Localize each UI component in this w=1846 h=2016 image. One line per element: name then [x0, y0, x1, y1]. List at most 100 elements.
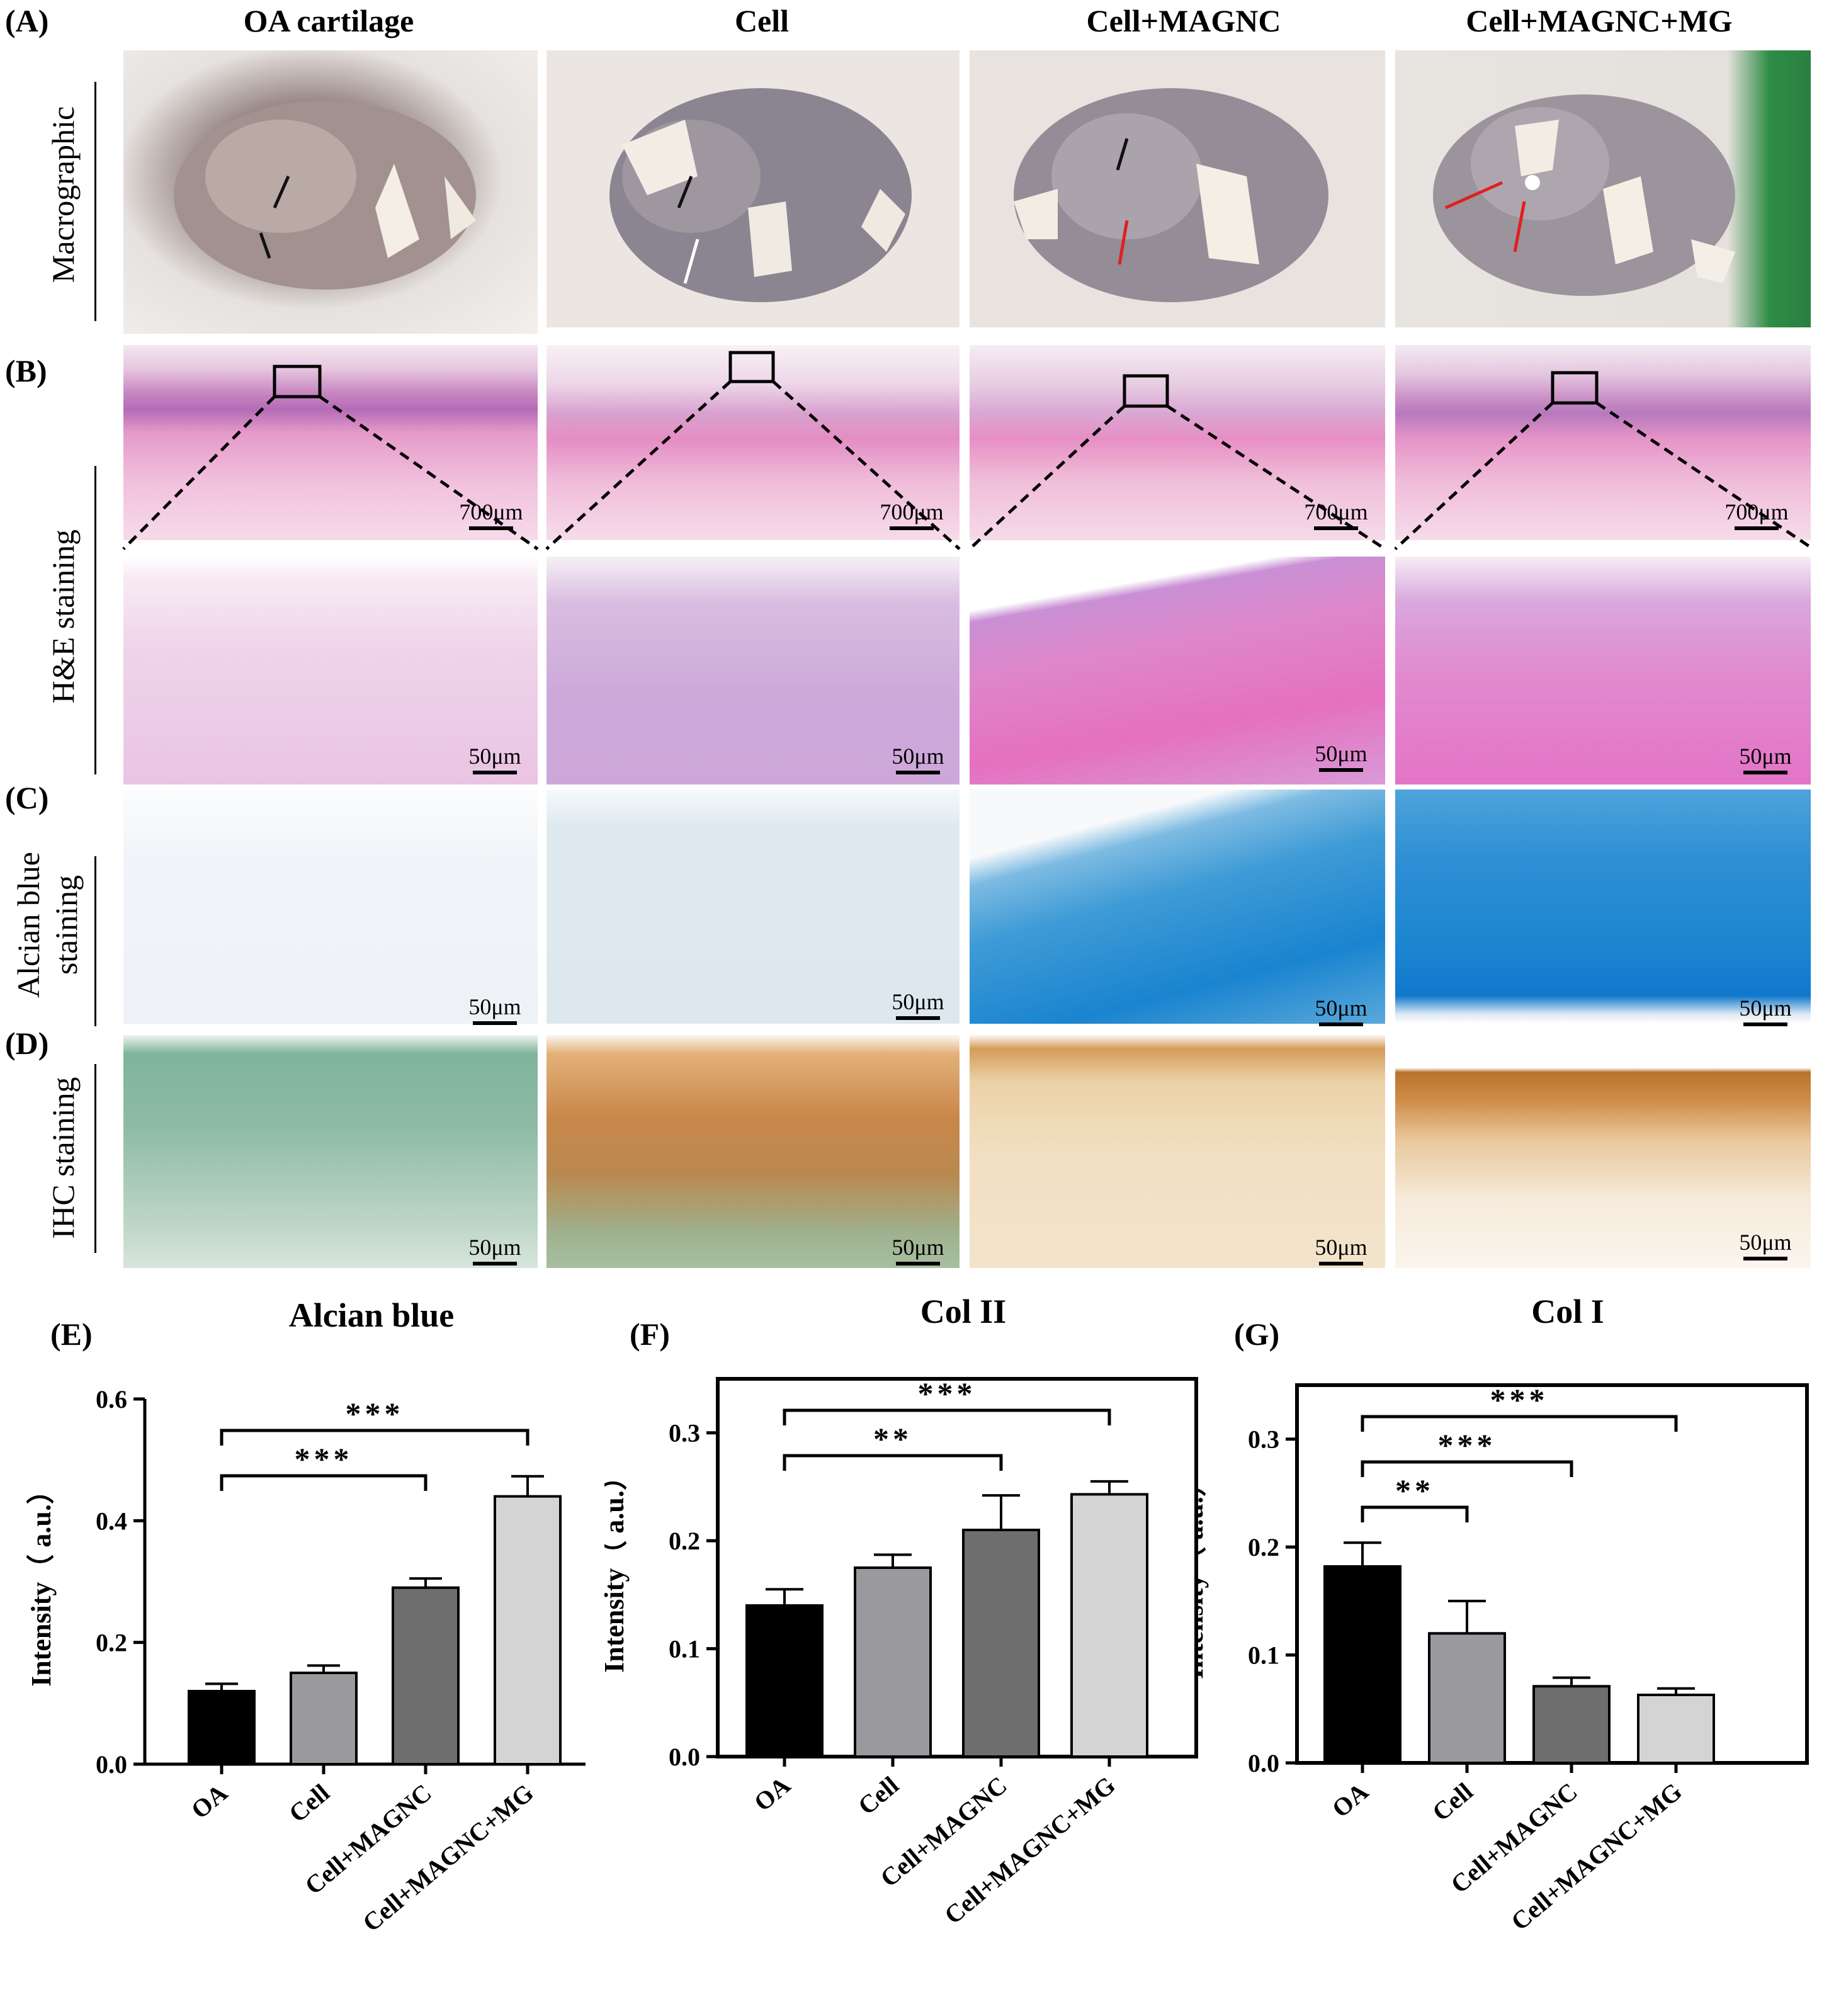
he-high-magnc: [970, 557, 1385, 784]
x-tick-label: Cell: [852, 1770, 904, 1820]
y-tick-label: 0.1: [1248, 1641, 1279, 1670]
significance-bracket: [1361, 1460, 1573, 1477]
he-high-mg: [1395, 557, 1811, 784]
significance-bracket: [1361, 1505, 1469, 1522]
panel-label-b: (B): [5, 353, 47, 388]
significance-label: ***: [1438, 1427, 1497, 1463]
y-tick-label: 0.0: [1248, 1749, 1279, 1777]
x-tick-label: Cell+MAGNC+MG: [357, 1778, 539, 1937]
panel-label-f: (F): [630, 1317, 670, 1352]
alcian-oa: [123, 790, 538, 1024]
scale-bar-alcian-cell: 50μm: [874, 988, 962, 1020]
significance-label: **: [873, 1421, 912, 1456]
he-high-oa: [123, 557, 538, 784]
row-label-alcian-1: Alcian blue: [11, 852, 46, 998]
he-low-oa: [123, 345, 538, 540]
row-divider-ihc: [94, 1064, 96, 1253]
y-tick-label: 0.3: [669, 1419, 700, 1447]
he-low-mg: [1395, 345, 1811, 540]
scale-bar-he-high-mg: 50μm: [1721, 743, 1809, 774]
scale-bar-he-low-mg: 700μm: [1713, 499, 1801, 530]
row-divider-he: [94, 466, 96, 774]
bar-cell-magnc-mg: [1637, 1694, 1715, 1764]
chart-alcian-blue: 0.0 0.2 0.4 0.6 Intensity（ a.u.） OA Cell Cell+M…: [26, 1385, 586, 1937]
bar-oa: [188, 1690, 256, 1765]
panel-label-d: (D): [5, 1026, 49, 1061]
inset-box-oa: [273, 365, 322, 399]
x-tick-label: Cell+MAGNC+MG: [1505, 1777, 1687, 1935]
x-tick-label: OA: [1327, 1777, 1374, 1823]
y-axis-label: Intensity（ a.u.）: [26, 1476, 57, 1687]
macro-photo-oa: [123, 50, 538, 334]
inset-box-mg: [1551, 371, 1599, 405]
bar-cell-magnc-mg: [1070, 1493, 1148, 1758]
macro-photo-magnc: [970, 50, 1385, 327]
significance-bracket: [1361, 1415, 1678, 1432]
inset-box-magnc: [1123, 374, 1169, 408]
y-tick-label: 0.2: [1248, 1533, 1279, 1561]
chart-title-col1: Col I: [1531, 1293, 1604, 1330]
y-tick-label: 0.3: [1248, 1425, 1279, 1454]
panel-label-c: (C): [5, 780, 49, 815]
macro-photo-cell: [546, 50, 960, 327]
significance-bracket: [783, 1408, 1111, 1425]
column-title-magnc: Cell+MAGNC: [1086, 3, 1281, 38]
x-tick-label: OA: [749, 1770, 796, 1816]
bar-oa: [1323, 1565, 1401, 1764]
bar-oa: [745, 1604, 824, 1758]
scale-bar-alcian-oa: 50μm: [451, 994, 539, 1025]
column-title-mg: Cell+MAGNC+MG: [1466, 3, 1733, 38]
scale-bar-he-high-oa: 50μm: [451, 743, 539, 774]
macro-photo-mg: [1395, 50, 1811, 327]
y-axis-label: Intensity（ a.u.）: [604, 1463, 630, 1673]
panel-label-g: (G): [1234, 1317, 1280, 1352]
ihc-mg: [1395, 1035, 1811, 1268]
row-label-ihc: IHC staining: [45, 1077, 81, 1239]
significance-label: ***: [346, 1396, 404, 1431]
chart-title-alcian: Alcian blue: [288, 1296, 455, 1334]
scale-bar-ihc-oa: 50μm: [451, 1234, 539, 1266]
he-low-cell: [546, 345, 960, 540]
significance-label: ***: [1490, 1382, 1549, 1417]
scale-bar-he-high-magnc: 50μm: [1297, 740, 1385, 772]
significance-bracket: [220, 1429, 529, 1446]
ihc-cell: [546, 1035, 960, 1268]
scale-bar-he-low-cell: 700μm: [868, 499, 956, 530]
y-tick-label: 0.6: [96, 1385, 127, 1413]
column-title-oa: OA cartilage: [243, 3, 414, 38]
bar-cell-magnc: [962, 1529, 1040, 1758]
scale-bar-alcian-magnc: 50μm: [1297, 995, 1385, 1026]
scale-bar-he-low-oa: 700μm: [447, 499, 535, 530]
scale-bar-ihc-cell: 50μm: [874, 1234, 962, 1266]
scale-bar-ihc-magnc: 50μm: [1297, 1234, 1385, 1266]
alcian-magnc: [970, 790, 1385, 1024]
significance-label: ***: [918, 1376, 977, 1411]
scale-bar-ihc-mg: 50μm: [1721, 1229, 1809, 1260]
y-tick-label: 0.0: [96, 1750, 127, 1779]
he-low-magnc: [970, 345, 1385, 540]
bar-cell-magnc-mg: [494, 1495, 562, 1766]
y-tick-label: 0.2: [669, 1527, 700, 1555]
zoom-indicators: [122, 351, 1815, 551]
bar-cell: [1428, 1632, 1506, 1764]
y-tick-label: 0.4: [96, 1507, 127, 1535]
x-tick-label: OA: [186, 1778, 233, 1824]
y-axis-label: Intensity（ a.u.）: [1196, 1469, 1209, 1679]
row-label-alcian-2: staining: [48, 875, 84, 975]
scale-bar-he-high-cell: 50μm: [874, 743, 962, 774]
plot-frame: [716, 1377, 1198, 1758]
bar-cell: [290, 1672, 358, 1765]
significance-bracket: [783, 1454, 1003, 1471]
x-tick-label: Cell: [283, 1778, 335, 1828]
scale-bar-he-low-magnc: 700μm: [1292, 499, 1380, 530]
alcian-cell: [546, 790, 960, 1024]
bar-cell-magnc: [392, 1586, 460, 1765]
ihc-oa: [123, 1035, 538, 1268]
significance-label: ***: [295, 1441, 353, 1476]
panel-label-e: (E): [50, 1317, 93, 1352]
significance-label: **: [1395, 1473, 1434, 1508]
chart-title-col2: Col II: [920, 1293, 1007, 1330]
significance-bracket: [220, 1474, 428, 1491]
y-tick-label: 0.0: [669, 1743, 700, 1771]
